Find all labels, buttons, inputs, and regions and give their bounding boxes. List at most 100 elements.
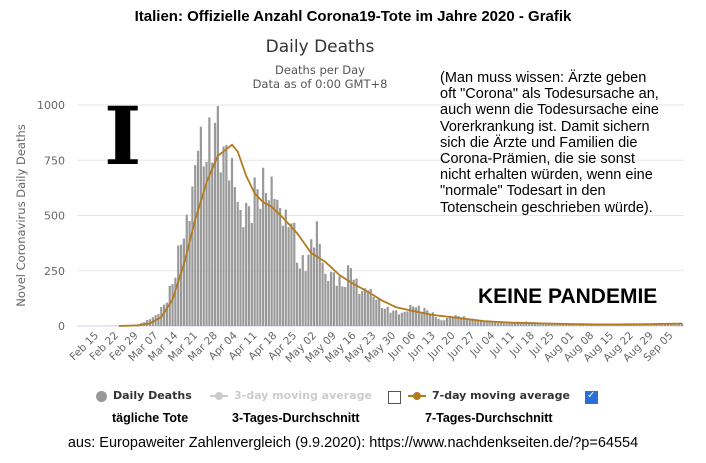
daily-deaths-bar [417, 305, 420, 326]
daily-deaths-bar [488, 321, 491, 326]
daily-deaths-bar [431, 312, 435, 326]
annotation-letter-i: I [104, 89, 142, 183]
daily-deaths-bar [338, 276, 341, 326]
daily-deaths-bar [205, 161, 208, 326]
daily-deaths-bar [253, 177, 256, 326]
daily-deaths-bar [228, 180, 231, 326]
daily-deaths-bar [185, 214, 188, 326]
y-tick-label: 0 [58, 320, 65, 333]
daily-deaths-bar [465, 319, 469, 326]
daily-deaths-bar [505, 323, 508, 326]
legend-seven-day-label: 7-day moving average [432, 389, 570, 402]
daily-deaths-bar [604, 324, 607, 326]
daily-deaths-bar [502, 322, 505, 326]
daily-deaths-bar [477, 320, 480, 326]
daily-deaths-bar [491, 322, 494, 326]
daily-deaths-bar [516, 321, 519, 326]
daily-deaths-bar [344, 287, 347, 326]
daily-deaths-bar [669, 323, 672, 326]
daily-deaths-bar [179, 244, 183, 326]
daily-deaths-bar [284, 209, 287, 326]
daily-deaths-bar [482, 321, 485, 326]
chart-title: Daily Deaths [265, 37, 375, 57]
daily-deaths-bar [629, 324, 633, 326]
circle-marker-icon [96, 390, 107, 402]
daily-deaths-bar [375, 299, 378, 326]
daily-deaths-bar [496, 322, 500, 326]
daily-deaths-bar [440, 320, 443, 326]
daily-deaths-bar [573, 324, 576, 326]
daily-deaths-bar [236, 201, 239, 326]
daily-deaths-bar [383, 308, 386, 326]
daily-deaths-bar [211, 162, 214, 326]
daily-deaths-bar [329, 271, 333, 326]
daily-deaths-bar [443, 320, 446, 326]
daily-deaths-bar [567, 324, 570, 326]
daily-deaths-bar [474, 321, 477, 326]
daily-deaths-bar [222, 146, 225, 326]
daily-deaths-bar [400, 312, 403, 326]
daily-deaths-bar [414, 307, 418, 326]
daily-deaths-bar [162, 304, 166, 326]
y-tick-label: 250 [44, 265, 65, 278]
daily-deaths-bar [310, 239, 313, 326]
page-headline: Italien: Offizielle Anzahl Corona19-Tote… [134, 8, 572, 25]
daily-deaths-bar [372, 296, 375, 326]
legend-seven-day-average[interactable]: 7-day moving average [408, 389, 570, 402]
daily-deaths-bar [262, 167, 265, 326]
daily-deaths-bar [304, 271, 307, 326]
legend-three-day-average[interactable]: 3-day moving average [210, 389, 372, 402]
daily-deaths-bar [530, 322, 534, 326]
daily-deaths-bar [318, 243, 321, 326]
daily-deaths-bar [245, 202, 248, 326]
daily-deaths-bar [208, 117, 211, 327]
daily-deaths-bar [321, 262, 324, 326]
daily-deaths-bar [341, 286, 344, 326]
annotation-note: (Man muss wissen: Ärzte geben oft "Coron… [440, 70, 660, 216]
daily-deaths-bar [256, 189, 259, 326]
seven-day-average-checkbox[interactable] [585, 390, 598, 404]
daily-deaths-bar [621, 324, 624, 326]
daily-deaths-bar [451, 317, 454, 326]
daily-deaths-bar [536, 323, 539, 326]
daily-deaths-bar [307, 254, 310, 326]
keine-pandemie-label: KEINE PANDEMIE [478, 285, 658, 308]
daily-deaths-bar [587, 324, 590, 326]
daily-deaths-bar [638, 325, 641, 326]
y-tick-label: 500 [44, 210, 65, 223]
caption-three-day: 3-Tages-Durchschnitt [232, 411, 360, 425]
daily-deaths-bar [420, 311, 423, 326]
caption-seven-day: 7-Tages-Durchschnitt [425, 411, 553, 425]
daily-deaths-bar [590, 324, 593, 326]
daily-deaths-bar [233, 187, 236, 326]
daily-deaths-bar [553, 323, 556, 326]
daily-deaths-bar [593, 324, 596, 326]
daily-deaths-bar [242, 227, 245, 326]
daily-deaths-bar [542, 323, 545, 326]
caption-daily: tägliche Tote [112, 411, 189, 425]
daily-deaths-bar [270, 176, 273, 326]
daily-deaths-bar [199, 126, 202, 327]
source-citation: aus: Europaweiter Zahlenvergleich (9.9.2… [67, 435, 639, 451]
legend-daily-deaths[interactable]: Daily Deaths [96, 389, 192, 402]
daily-deaths-bar [346, 265, 350, 326]
daily-deaths-bar [658, 324, 661, 326]
daily-deaths-bar [395, 310, 398, 326]
legend-three-day-label: 3-day moving average [234, 389, 372, 402]
daily-deaths-bar [479, 320, 483, 326]
daily-deaths-bar [349, 268, 352, 326]
daily-deaths-bar [468, 319, 471, 326]
daily-deaths-bar [363, 288, 367, 326]
daily-deaths-bar [182, 238, 185, 326]
daily-deaths-bar [392, 310, 395, 326]
daily-deaths-bar [287, 227, 290, 326]
three-day-average-checkbox[interactable] [388, 391, 401, 404]
y-tick-label: 750 [44, 154, 65, 167]
daily-deaths-bar [332, 272, 335, 326]
daily-deaths-bar [352, 279, 355, 326]
daily-deaths-bar [462, 316, 466, 326]
daily-deaths-bar [615, 324, 619, 326]
daily-deaths-bar [196, 150, 200, 326]
daily-deaths-bar [406, 311, 409, 326]
